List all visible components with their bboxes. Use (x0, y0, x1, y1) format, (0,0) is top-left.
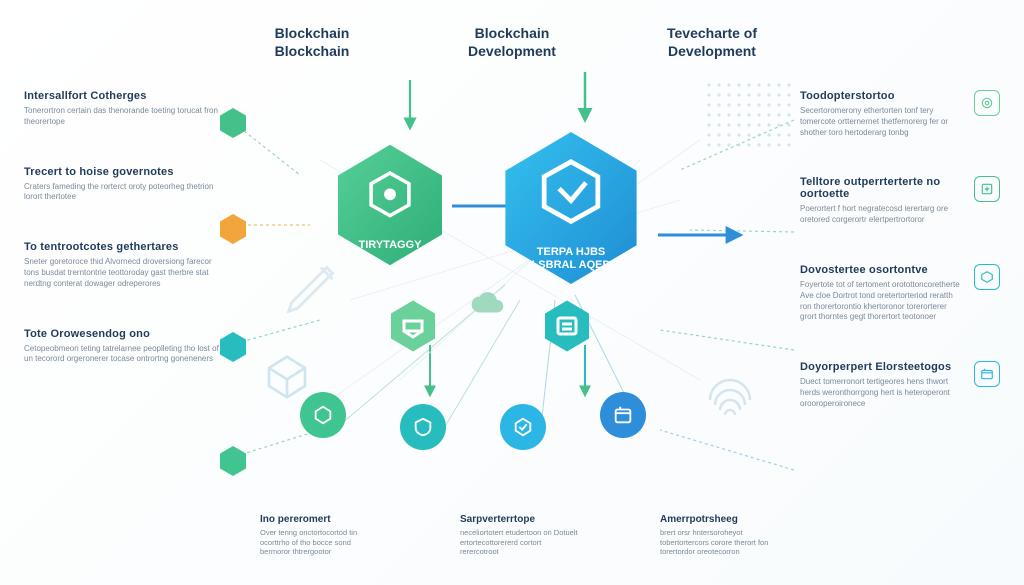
main-hex-blue-label: TERPA HJBSLSBRAL AQED (511, 246, 631, 272)
right-item-3: Dovostertee osortontve Foyertote tot of … (800, 264, 1000, 323)
left-item-4-desc: Cetopeobmeon teting tatrelarnee peopllet… (24, 344, 224, 366)
right-item-1-title: Toodopterstortoo (800, 90, 964, 102)
right-item-2-icon (974, 176, 1000, 202)
left-item-4: Tote Orowesendog ono Cetopeobmeon teting… (24, 328, 224, 366)
left-column: Intersallfort Cotherges Tonerortron cert… (24, 90, 224, 403)
left-item-1-title: Intersallfort Cotherges (24, 90, 224, 102)
footer-item-2-title: Sarpverterrtope (460, 514, 580, 525)
left-item-3-desc: Sneter goretoroce thid Alvornecd drovers… (24, 257, 224, 289)
deco-pencil-icon (280, 250, 350, 320)
right-item-3-icon (974, 264, 1000, 290)
footer-item-2-desc: neceliortotert etudertoon on Dotuelt ert… (460, 528, 580, 557)
left-item-4-title: Tote Orowesendog ono (24, 328, 224, 340)
footer-item-1-title: Ino pereromert (260, 514, 380, 525)
footer-item-3-desc: brert orsr hntersoroheyot tobertortercor… (660, 528, 780, 557)
right-item-4-title: Doyorperpert Elorsteetogos (800, 361, 964, 373)
right-item-2: Telltore outperrterterte no oortoette Po… (800, 176, 1000, 226)
left-item-1-desc: Tonerortron certain das thenorande toeti… (24, 106, 224, 128)
right-item-1-icon (974, 90, 1000, 116)
right-item-1: Toodopterstortoo Secertoromerony etherto… (800, 90, 1000, 138)
deco-cube-icon (260, 350, 314, 404)
right-item-4-desc: Duect tomerronort tertigeores hens thwor… (800, 377, 964, 409)
deco-cloud-icon (470, 290, 508, 316)
left-item-3-title: To tentrootcotes gethertares (24, 241, 224, 253)
right-item-2-desc: Poerortert f hort negratecosd ierertarg … (800, 204, 964, 226)
header-label-2: BlockchainDevelopment (452, 24, 572, 60)
right-item-2-title: Telltore outperrterterte no oortoette (800, 176, 964, 200)
right-column: Toodopterstortoo Secertoromerony etherto… (800, 90, 1000, 448)
deco-fingerprint-icon (700, 370, 760, 430)
header-row: BlockchainBlockchain BlockchainDevelopme… (0, 24, 1024, 60)
node-circle-4 (600, 392, 646, 438)
footer-item-2: Sarpverterrtope neceliortotert etudertoo… (460, 514, 580, 557)
sub-hex-1 (388, 298, 438, 359)
header-label-1: BlockchainBlockchain (252, 24, 372, 60)
left-item-2-desc: Craters fameding the rorterct oroty pote… (24, 182, 224, 204)
right-item-4-icon (974, 361, 1000, 387)
right-item-3-title: Dovostertee osortontve (800, 264, 964, 276)
infographic-canvas: BlockchainBlockchain BlockchainDevelopme… (0, 0, 1024, 585)
right-item-3-desc: Foyertote tot of tertoment orotottoncore… (800, 280, 964, 323)
left-item-1: Intersallfort Cotherges Tonerortron cert… (24, 90, 224, 128)
center-diagram: TIRYTAGGY TERPA HJBSLSBRAL AQED (270, 120, 750, 440)
left-item-2: Trecert to hoise governotes Craters fame… (24, 166, 224, 204)
left-item-3: To tentrootcotes gethertares Sneter gore… (24, 241, 224, 289)
node-circle-3 (500, 404, 546, 450)
header-label-3: Tevecharte ofDevelopment (652, 24, 772, 60)
footer-row: Ino pereromert Over tenng onctortocortod… (260, 514, 780, 557)
main-hex-blue: TERPA HJBSLSBRAL AQED (495, 126, 647, 290)
footer-item-3: Amerrpotrsheeg brert orsr hntersoroheyot… (660, 514, 780, 557)
left-badge-4 (220, 446, 246, 476)
node-circle-2 (400, 404, 446, 450)
footer-item-3-title: Amerrpotrsheeg (660, 514, 780, 525)
right-item-4: Doyorperpert Elorsteetogos Duect tomerro… (800, 361, 1000, 409)
footer-item-1: Ino pereromert Over tenng onctortocortod… (260, 514, 380, 557)
left-item-2-title: Trecert to hoise governotes (24, 166, 224, 178)
footer-item-1-desc: Over tenng onctortocortod tin ocorttrho … (260, 528, 380, 557)
right-item-1-desc: Secertoromerony ethertorten tonf tery to… (800, 106, 964, 138)
sub-hex-2 (542, 298, 592, 359)
